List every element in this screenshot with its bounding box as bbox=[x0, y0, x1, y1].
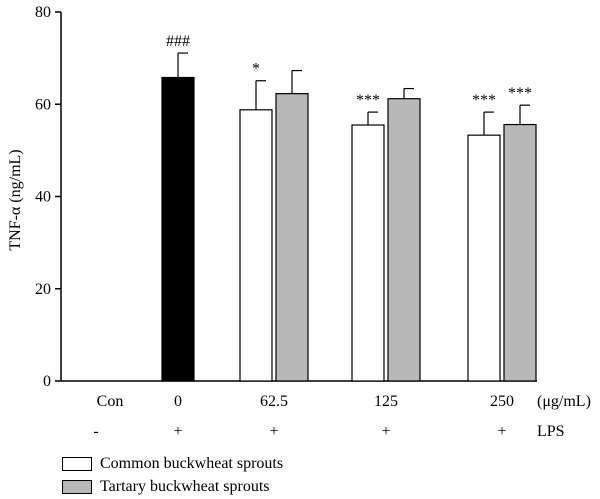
bar bbox=[503, 123, 537, 382]
legend-label-tartary: Tartary buckwheat sprouts bbox=[100, 477, 270, 495]
lps-sign: + bbox=[173, 423, 182, 440]
bar bbox=[351, 124, 385, 382]
y-tick-label: 0 bbox=[43, 373, 51, 390]
legend-swatch-tartary bbox=[62, 479, 92, 494]
legend-swatch-common bbox=[62, 456, 92, 471]
y-tick-label: 20 bbox=[35, 281, 51, 298]
bar bbox=[161, 76, 195, 382]
legend-item-tartary: Tartary buckwheat sprouts bbox=[62, 475, 283, 498]
y-tick-label: 60 bbox=[35, 96, 51, 113]
lps-sign: + bbox=[497, 423, 506, 440]
x-tick-label: Con bbox=[97, 393, 124, 410]
x-unit-label: (μg/mL) bbox=[537, 393, 591, 410]
lps-sign: + bbox=[381, 423, 390, 440]
y-axis-title: TNF-α (ng/mL) bbox=[7, 149, 24, 250]
significance-label: ### bbox=[166, 33, 190, 50]
legend: Common buckwheat sprouts Tartary buckwhe… bbox=[62, 452, 283, 498]
significance-label: *** bbox=[472, 92, 496, 109]
axes: 0 20 40 60 80 bbox=[35, 4, 537, 390]
bar bbox=[275, 93, 309, 382]
lps-label: LPS bbox=[537, 423, 565, 440]
significance-label: *** bbox=[508, 85, 532, 102]
legend-item-common: Common buckwheat sprouts bbox=[62, 452, 283, 475]
x-tick-label: 250 bbox=[490, 393, 514, 410]
bars: ###*** *** **** bbox=[161, 33, 537, 382]
bar bbox=[387, 98, 421, 382]
bar bbox=[239, 109, 273, 382]
x-tick-label: 62.5 bbox=[260, 393, 288, 410]
y-tick-label: 80 bbox=[35, 4, 51, 21]
x-tick-label: 0 bbox=[174, 393, 182, 410]
y-tick-label: 40 bbox=[35, 189, 51, 206]
bar bbox=[467, 134, 501, 382]
significance-label: * bbox=[252, 61, 260, 78]
lps-sign: - bbox=[93, 423, 98, 440]
x-tick-labels: Con 0 62.5 125 250 bbox=[97, 393, 514, 410]
lps-sign: + bbox=[269, 423, 278, 440]
x-tick-label: 125 bbox=[374, 393, 398, 410]
significance-label: *** bbox=[356, 92, 380, 109]
lps-row: - + + + + bbox=[93, 423, 506, 440]
legend-label-common: Common buckwheat sprouts bbox=[100, 454, 284, 472]
